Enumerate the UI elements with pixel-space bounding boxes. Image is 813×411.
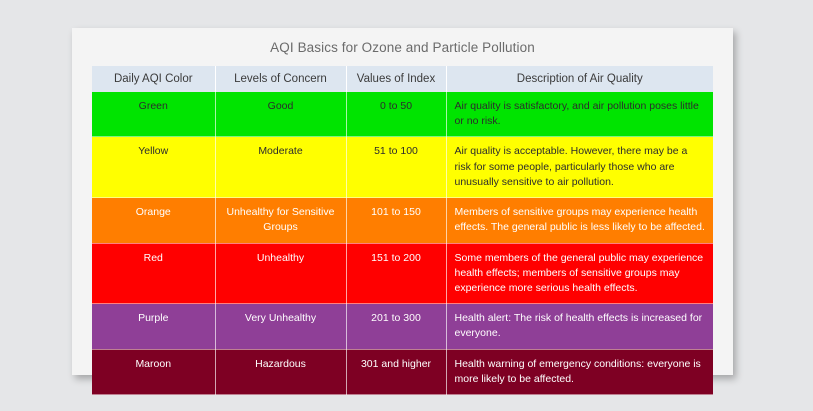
cell-description: Health alert: The risk of health effects… xyxy=(446,303,713,350)
table-row: Orange Unhealthy for Sensitive Groups 101 … xyxy=(92,197,713,244)
cell-level-of-concern: Very Unhealthy xyxy=(215,303,347,350)
cell-aqi-color: Red xyxy=(92,243,216,305)
column-header-levels-of-concern: Levels of Concern xyxy=(215,66,347,92)
table-header: Daily AQI Color Levels of Concern Values… xyxy=(92,66,713,92)
column-header-description-of-air-quality: Description of Air Quality xyxy=(446,66,713,92)
cell-level-of-concern: Hazardous xyxy=(215,349,347,396)
cell-level-of-concern: Good xyxy=(215,92,347,138)
cell-aqi-color: Purple xyxy=(92,303,216,350)
page-title: AQI Basics for Ozone and Particle Pollut… xyxy=(270,40,535,55)
cell-aqi-color: Yellow xyxy=(92,136,216,199)
cell-description: Some members of the general public may e… xyxy=(446,243,713,305)
aqi-basics-table: Daily AQI Color Levels of Concern Values… xyxy=(92,66,713,396)
column-header-values-of-index: Values of Index xyxy=(346,66,447,92)
table-row: Maroon Hazardous 301 and higher Health warn… xyxy=(92,349,713,396)
cell-description: Health warning of emergency conditions: … xyxy=(446,349,713,396)
cell-values-of-index: 201 to 300 xyxy=(346,303,447,350)
cell-level-of-concern: Moderate xyxy=(215,136,347,199)
cell-description: Members of sensitive groups may experien… xyxy=(446,197,713,244)
cell-values-of-index: 301 and higher xyxy=(346,349,447,396)
table-row: Red Unhealthy 151 to 200 Some members of th… xyxy=(92,243,713,305)
cell-values-of-index: 51 to 100 xyxy=(346,136,447,199)
cell-aqi-color: Green xyxy=(92,92,216,138)
table-row: Purple Very Unhealthy 201 to 300 Health ale… xyxy=(92,303,713,350)
cell-aqi-color: Maroon xyxy=(92,349,216,396)
table-body: Green Good 0 to 50 Air quality is satisfact… xyxy=(92,92,713,396)
cell-description: Air quality is satisfactory, and air pol… xyxy=(446,92,713,138)
cell-level-of-concern: Unhealthy xyxy=(215,243,347,305)
cell-values-of-index: 0 to 50 xyxy=(346,92,447,138)
table-header-row: Daily AQI Color Levels of Concern Values… xyxy=(92,66,713,92)
content-card: AQI Basics for Ozone and Particle Pollut… xyxy=(72,28,733,396)
cell-description: Air quality is acceptable. However, ther… xyxy=(446,136,713,199)
cell-values-of-index: 151 to 200 xyxy=(346,243,447,305)
cell-values-of-index: 101 to 150 xyxy=(346,197,447,244)
column-header-daily-aqi-color: Daily AQI Color xyxy=(92,66,216,92)
cell-level-of-concern: Unhealthy for Sensitive Groups xyxy=(215,197,347,244)
table-row: Yellow Moderate 51 to 100 Air quality is ac… xyxy=(92,136,713,199)
cell-aqi-color: Orange xyxy=(92,197,216,244)
table-row: Green Good 0 to 50 Air quality is satisfact… xyxy=(92,92,713,138)
